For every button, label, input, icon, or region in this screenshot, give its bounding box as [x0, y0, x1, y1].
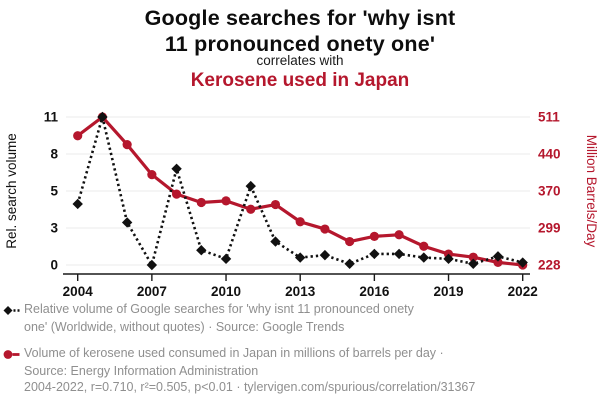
data-point-circle [320, 224, 330, 234]
data-point-circle [73, 131, 83, 141]
data-point-circle [270, 199, 281, 210]
right-axis-title: Million Barrels/Day [584, 135, 599, 248]
left-tick-label: 5 [50, 184, 58, 199]
data-point-diamond [196, 245, 207, 256]
legend-text-line: one' (Worldwide, without quotes) · Sourc… [24, 319, 345, 334]
data-point-diamond [220, 253, 232, 265]
legend-text-kerosene: Volume of kerosene used consumed in Japa… [24, 345, 444, 380]
legend-text-google-searches: Relative volume of Google searches for '… [24, 301, 414, 336]
correlates-with-label: correlates with [256, 53, 344, 68]
secondary-title: Kerosene used in Japan [190, 70, 410, 91]
x-tick-label: 2010 [211, 284, 241, 299]
legend-text-line: Source: Energy Information Administratio… [24, 363, 259, 378]
data-point-circle [369, 231, 379, 241]
data-point-circle [345, 236, 355, 247]
data-point-diamond [393, 248, 405, 260]
data-point-circle [246, 204, 256, 214]
circle-glyph [3, 350, 13, 359]
data-point-diamond [270, 236, 281, 247]
red-circle-solid-line-icon [3, 350, 20, 359]
data-point-circle [171, 189, 182, 199]
left-axis-title: Rel. search volume [4, 133, 19, 249]
x-tick-label: 2013 [285, 284, 316, 299]
data-point-diamond [492, 251, 504, 262]
black-diamond-dotted-line-icon [3, 306, 20, 315]
data-point-diamond [418, 252, 430, 263]
left-tick-label: 3 [50, 221, 58, 236]
data-point-circle [419, 241, 429, 251]
x-tick-label: 2016 [359, 284, 390, 299]
right-tick-label: 299 [538, 221, 561, 236]
page-title-line1: Google searches for 'why isnt [144, 6, 456, 30]
data-point-diamond [295, 252, 306, 263]
x-tick-label: 2004 [63, 284, 94, 299]
data-point-diamond [245, 180, 256, 192]
data-point-circle [196, 197, 206, 208]
data-point-diamond [72, 198, 83, 210]
page-title-line2: 11 pronounced onety one' [164, 32, 436, 56]
x-tick-label: 2019 [434, 284, 464, 299]
legend-text-line: Volume of kerosene used consumed in Japa… [24, 346, 444, 360]
x-tick-label: 2007 [137, 284, 167, 299]
legend-item-google-searches: Relative volume of Google searches for '… [3, 301, 583, 336]
x-tick-label: 2022 [508, 284, 538, 299]
right-tick-label: 370 [538, 184, 561, 199]
left-tick-label: 11 [44, 110, 59, 125]
data-point-diamond [517, 257, 528, 268]
data-point-diamond [468, 258, 479, 269]
data-point-circle [295, 217, 305, 227]
left-tick-label: 0 [50, 258, 58, 273]
data-point-diamond [369, 248, 380, 260]
data-point-diamond [443, 253, 454, 265]
data-point-diamond [121, 217, 133, 228]
right-tick-label: 228 [538, 258, 561, 273]
data-point-circle [147, 170, 157, 180]
chart-plot: 2004 2007 2010 2013 2016 2019 2022 0 3 5 8 11 228 299… [4, 110, 599, 299]
footer-citation: 2004-2022, r=0.710, r²=0.505, p<0.01 · t… [24, 380, 476, 394]
data-point-diamond [146, 259, 158, 271]
data-point-circle [221, 196, 231, 206]
diamond-glyph [3, 306, 13, 315]
left-tick-label: 8 [50, 147, 58, 162]
data-point-diamond [97, 111, 108, 123]
chart-legend: Relative volume of Google searches for '… [3, 301, 583, 389]
data-point-circle [493, 257, 503, 267]
legend-text-line: Relative volume of Google searches for '… [24, 302, 414, 316]
right-tick-label: 440 [538, 147, 561, 162]
data-point-diamond [171, 163, 182, 174]
data-point-diamond [344, 258, 355, 269]
right-tick-label: 511 [538, 110, 560, 125]
data-point-circle [394, 230, 404, 240]
data-point-circle [468, 252, 478, 262]
data-point-circle [122, 140, 132, 150]
legend-item-kerosene: Volume of kerosene used consumed in Japa… [3, 345, 583, 380]
data-point-diamond [319, 249, 331, 261]
